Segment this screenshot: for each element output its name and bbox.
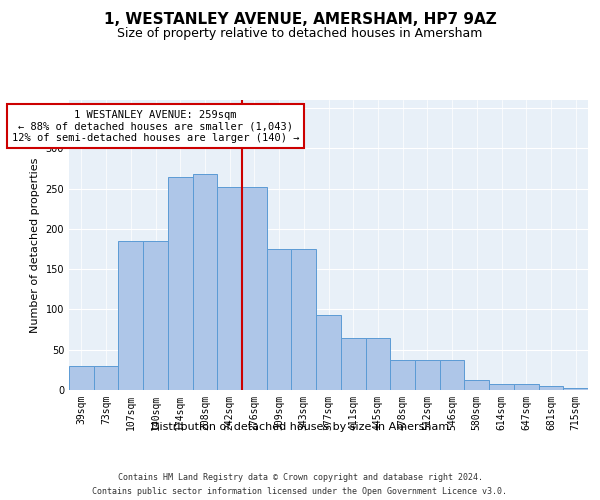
Bar — [489, 384, 514, 390]
Text: Contains HM Land Registry data © Crown copyright and database right 2024.: Contains HM Land Registry data © Crown c… — [118, 472, 482, 482]
Bar — [168, 176, 193, 390]
Text: Size of property relative to detached houses in Amersham: Size of property relative to detached ho… — [118, 28, 482, 40]
Bar — [69, 366, 94, 390]
Bar — [464, 380, 489, 390]
Bar — [341, 338, 365, 390]
Bar — [267, 249, 292, 390]
Bar — [118, 241, 143, 390]
Bar — [292, 249, 316, 390]
Bar — [415, 360, 440, 390]
Bar — [563, 388, 588, 390]
Bar — [514, 384, 539, 390]
Y-axis label: Number of detached properties: Number of detached properties — [30, 158, 40, 332]
Bar — [365, 338, 390, 390]
Bar — [440, 360, 464, 390]
Bar — [242, 187, 267, 390]
Text: 1 WESTANLEY AVENUE: 259sqm
← 88% of detached houses are smaller (1,043)
12% of s: 1 WESTANLEY AVENUE: 259sqm ← 88% of deta… — [12, 110, 299, 143]
Bar — [94, 366, 118, 390]
Text: 1, WESTANLEY AVENUE, AMERSHAM, HP7 9AZ: 1, WESTANLEY AVENUE, AMERSHAM, HP7 9AZ — [104, 12, 496, 28]
Bar — [217, 187, 242, 390]
Bar — [143, 241, 168, 390]
Bar — [390, 360, 415, 390]
Text: Distribution of detached houses by size in Amersham: Distribution of detached houses by size … — [151, 422, 449, 432]
Bar — [193, 174, 217, 390]
Bar — [316, 315, 341, 390]
Text: Contains public sector information licensed under the Open Government Licence v3: Contains public sector information licen… — [92, 488, 508, 496]
Bar — [539, 386, 563, 390]
